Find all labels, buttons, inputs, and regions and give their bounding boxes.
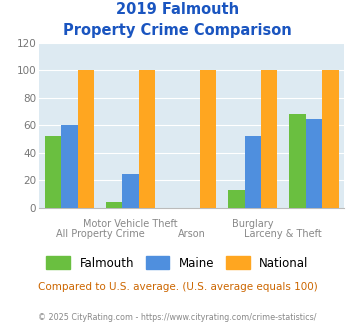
- Bar: [289, 115, 306, 208]
- Text: Arson: Arson: [178, 229, 206, 239]
- Text: Compared to U.S. average. (U.S. average equals 100): Compared to U.S. average. (U.S. average …: [38, 282, 317, 292]
- Bar: [122, 174, 139, 208]
- Bar: [306, 118, 322, 208]
- Text: 2019 Falmouth: 2019 Falmouth: [116, 2, 239, 16]
- Text: All Property Crime: All Property Crime: [56, 229, 144, 239]
- Bar: [200, 70, 217, 208]
- Bar: [78, 70, 94, 208]
- Bar: [45, 136, 61, 208]
- Text: Larceny & Theft: Larceny & Theft: [244, 229, 322, 239]
- Bar: [322, 70, 339, 208]
- Bar: [61, 125, 78, 208]
- Text: Motor Vehicle Theft: Motor Vehicle Theft: [83, 219, 178, 229]
- Legend: Falmouth, Maine, National: Falmouth, Maine, National: [42, 252, 313, 274]
- Text: Property Crime Comparison: Property Crime Comparison: [63, 23, 292, 38]
- Bar: [261, 70, 278, 208]
- Text: © 2025 CityRating.com - https://www.cityrating.com/crime-statistics/: © 2025 CityRating.com - https://www.city…: [38, 314, 317, 322]
- Text: Burglary: Burglary: [232, 219, 273, 229]
- Bar: [228, 190, 245, 208]
- Bar: [106, 202, 122, 208]
- Bar: [245, 136, 261, 208]
- Bar: [139, 70, 155, 208]
